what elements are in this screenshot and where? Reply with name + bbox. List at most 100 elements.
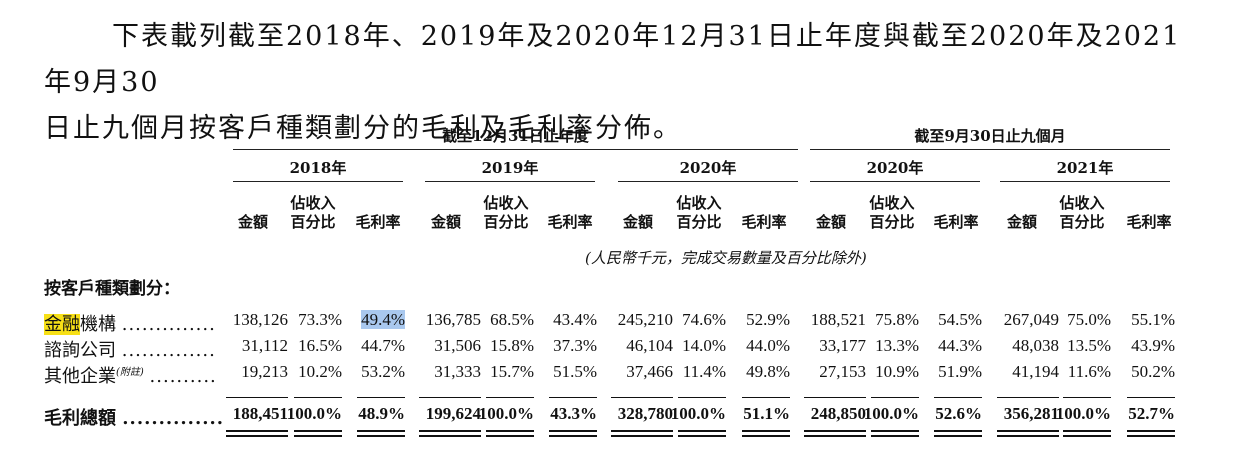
subtotal-rule [549,397,597,398]
cell-margin: 54.5% [938,310,982,329]
period-header-2020-9m: 2020年 [866,159,924,177]
subtotal-rule [804,397,866,398]
cell-amount: 136,785 [425,310,481,329]
col-pct: 佔收入 百分比 [857,194,927,232]
total-label: 毛利總額 .............. [44,404,224,430]
subtotal-rule [294,397,342,398]
cell-amount: 41,194 [1012,362,1059,381]
cell-margin: 43.4% [553,310,597,329]
total-double-rule [1127,430,1175,437]
cell-pct: 14.0% [682,336,726,355]
col-margin: 毛利率 [933,213,979,231]
cell-margin: 44.3% [938,336,982,355]
cell-pct: 75.8% [875,310,919,329]
period-rule-2020-9m [810,181,980,182]
row-label: 諮詢公司 .............. [44,336,216,362]
cell-pct: 100.0% [863,404,919,423]
subtotal-rule [934,397,982,398]
row-label-text: 諮詢公司 [44,340,116,361]
total-double-rule [226,430,288,437]
subtotal-rule [1063,397,1111,398]
period-rule-2018 [233,181,403,182]
cell-margin: 43.3% [550,404,597,423]
total-double-rule [486,430,534,437]
cell-amount: 37,466 [626,362,673,381]
cell-pct: 15.8% [490,336,534,355]
leader-dots: .............. [121,340,216,361]
cell-amount: 248,850 [810,404,866,423]
cell-margin: 51.1% [743,404,790,423]
table-row: 諮詢公司 .............. 31,112 16.5% 44.7% 31,5… [0,336,1239,362]
total-row: 毛利總額 .............. 188,451 100.0% 48.9% 19… [0,404,1239,430]
period-header-2021-9m: 2021年 [1056,159,1114,177]
total-double-rule [997,430,1059,437]
cell-margin: 53.2% [361,362,405,381]
subtotal-rule [419,397,481,398]
col-pct-line1: 佔收入 [676,194,722,212]
total-double-rule [678,430,726,437]
intro-line-2: 日止九個月按客戶種類劃分的毛利及毛利率分佈。 [44,113,682,144]
subtotal-rule [226,397,288,398]
total-double-rule [611,430,673,437]
total-double-rule [804,430,866,437]
subtotal-rule [742,397,790,398]
col-pct: 佔收入 百分比 [278,194,348,232]
cell-amount: 31,112 [241,336,288,355]
period-header-2020: 2020年 [679,159,737,177]
cell-amount: 31,506 [434,336,481,355]
col-amount: 金額 [237,213,268,231]
cell-margin: 51.9% [938,362,982,381]
cell-margin: 48.9% [358,404,405,423]
cell-margin: 37.3% [553,336,597,355]
note-marker: (附註) [116,367,144,378]
cell-amount: 188,521 [810,310,866,329]
total-double-rule [1063,430,1111,437]
col-pct: 佔收入 百分比 [1047,194,1117,232]
period-rule-2019 [425,181,595,182]
col-margin: 毛利率 [1126,213,1172,231]
col-amount: 金額 [430,213,461,231]
row-label-text: 其他企業 [44,366,116,387]
total-double-rule [419,430,481,437]
section-label: 按客戶種類劃分： [44,279,180,299]
cell-margin: 44.0% [746,336,790,355]
period-rule-2021-9m [1000,181,1170,182]
col-pct-line1: 佔收入 [1059,194,1105,212]
cell-margin: 52.9% [746,310,790,329]
row-label: 金融機構 .............. [44,310,216,336]
total-double-rule [549,430,597,437]
cell-margin: 49.4% [325,310,405,330]
cell-amount: 19,213 [241,362,288,381]
total-double-rule [871,430,919,437]
subtotal-rule [357,397,405,398]
col-pct-line1: 佔收入 [483,194,529,212]
row-label: 其他企業(附註) .......... [44,362,217,388]
cell-pct: 100.0% [1055,404,1111,423]
cell-pct: 11.4% [682,362,726,381]
subtotal-rule [871,397,919,398]
col-margin: 毛利率 [355,213,401,231]
cell-amount: 48,038 [1012,336,1059,355]
period-header-2019: 2019年 [481,159,539,177]
cell-pct: 13.3% [875,336,919,355]
col-margin: 毛利率 [547,213,593,231]
row-label-highlight: 金融 [44,314,80,335]
cell-pct: 74.6% [682,310,726,329]
period-rule-2020 [618,181,798,182]
selected-cell-text: 49.4% [361,310,405,329]
cell-pct: 100.0% [670,404,726,423]
intro-paragraph: 下表載列截至2018年、2019年及2020年12月31日止年度與截至2020年… [44,14,1204,152]
col-margin: 毛利率 [741,213,787,231]
group-rule-year-ended [233,149,798,150]
col-pct-line1: 佔收入 [290,194,336,212]
cell-pct: 100.0% [286,404,342,423]
cell-amount: 46,104 [626,336,673,355]
col-amount: 金額 [1006,213,1037,231]
cell-margin: 52.6% [935,404,982,423]
cell-amount: 267,049 [1003,310,1059,329]
cell-margin: 51.5% [553,362,597,381]
table-row: 金融機構 .............. 138,126 73.3% 49.4% 136… [0,310,1239,336]
cell-margin: 44.7% [361,336,405,355]
cell-margin: 50.2% [1131,362,1175,381]
cell-margin: 55.1% [1131,310,1175,329]
